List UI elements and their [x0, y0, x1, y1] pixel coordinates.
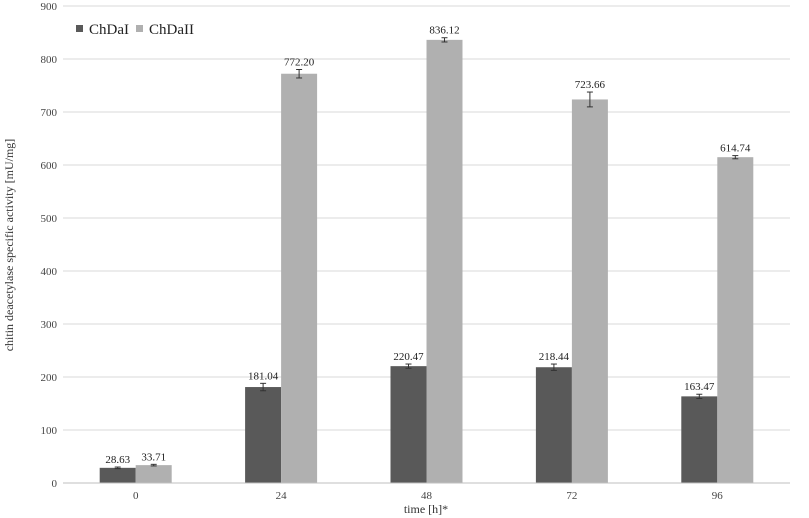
- data-label: 614.74: [720, 143, 751, 155]
- y-tick-label: 900: [41, 1, 58, 13]
- y-tick-label: 100: [41, 425, 58, 437]
- y-tick-label: 600: [41, 160, 58, 172]
- x-axis-ticks: 0 24 48 72 96: [133, 490, 723, 502]
- data-label: 723.66: [575, 79, 606, 91]
- legend-label-chdaii: ChDaII: [149, 22, 194, 38]
- data-labels: 28.63 33.71 181.04 772.20 220.47 836.12 218.44…: [105, 25, 751, 466]
- bars: [99, 39, 754, 484]
- y-tick-label: 700: [41, 107, 58, 119]
- legend-swatch-chdai: [76, 25, 83, 32]
- x-tick-label: 96: [712, 490, 724, 502]
- data-label: 772.20: [284, 56, 315, 68]
- data-label: 163.47: [684, 381, 715, 393]
- y-tick-label: 800: [41, 54, 58, 66]
- y-axis-ticks: 0 100 200 300 400 500 600 700 800 900: [41, 1, 58, 490]
- bar-chdaii-24: [281, 73, 318, 483]
- y-axis-title: chitin deacetylase specific activity [mU…: [2, 139, 16, 352]
- y-tick-label: 500: [41, 213, 58, 225]
- data-label: 836.12: [429, 25, 459, 37]
- y-tick-label: 400: [41, 266, 58, 278]
- y-tick-label: 300: [41, 319, 58, 331]
- y-tick-label: 0: [52, 478, 58, 490]
- x-tick-label: 24: [276, 490, 288, 502]
- error-bars: [114, 37, 739, 470]
- legend-swatch-chdaii: [136, 25, 143, 32]
- y-tick-label: 200: [41, 372, 58, 384]
- legend: ChDaI ChDaII: [76, 22, 194, 38]
- bar-chdaii-72: [571, 99, 608, 483]
- bar-chdaii-48: [426, 39, 463, 484]
- data-label: 181.04: [248, 370, 279, 382]
- x-tick-label: 0: [133, 490, 139, 502]
- data-label: 220.47: [393, 351, 424, 363]
- bar-chdaii-0: [135, 465, 172, 483]
- data-label: 218.44: [539, 351, 570, 363]
- data-label: 33.71: [141, 451, 166, 463]
- x-tick-label: 48: [421, 490, 433, 502]
- x-axis-title: time [h]*: [404, 502, 448, 516]
- bar-chdai-48: [390, 366, 427, 483]
- legend-label-chdai: ChDaI: [89, 22, 129, 38]
- data-label: 28.63: [105, 454, 130, 466]
- bar-chdaii-96: [717, 157, 754, 483]
- bar-chdai-24: [245, 387, 282, 483]
- bar-chdai-0: [99, 467, 136, 483]
- bar-chdai-72: [535, 367, 572, 483]
- bar-chdai-96: [681, 396, 718, 483]
- x-tick-label: 72: [566, 490, 577, 502]
